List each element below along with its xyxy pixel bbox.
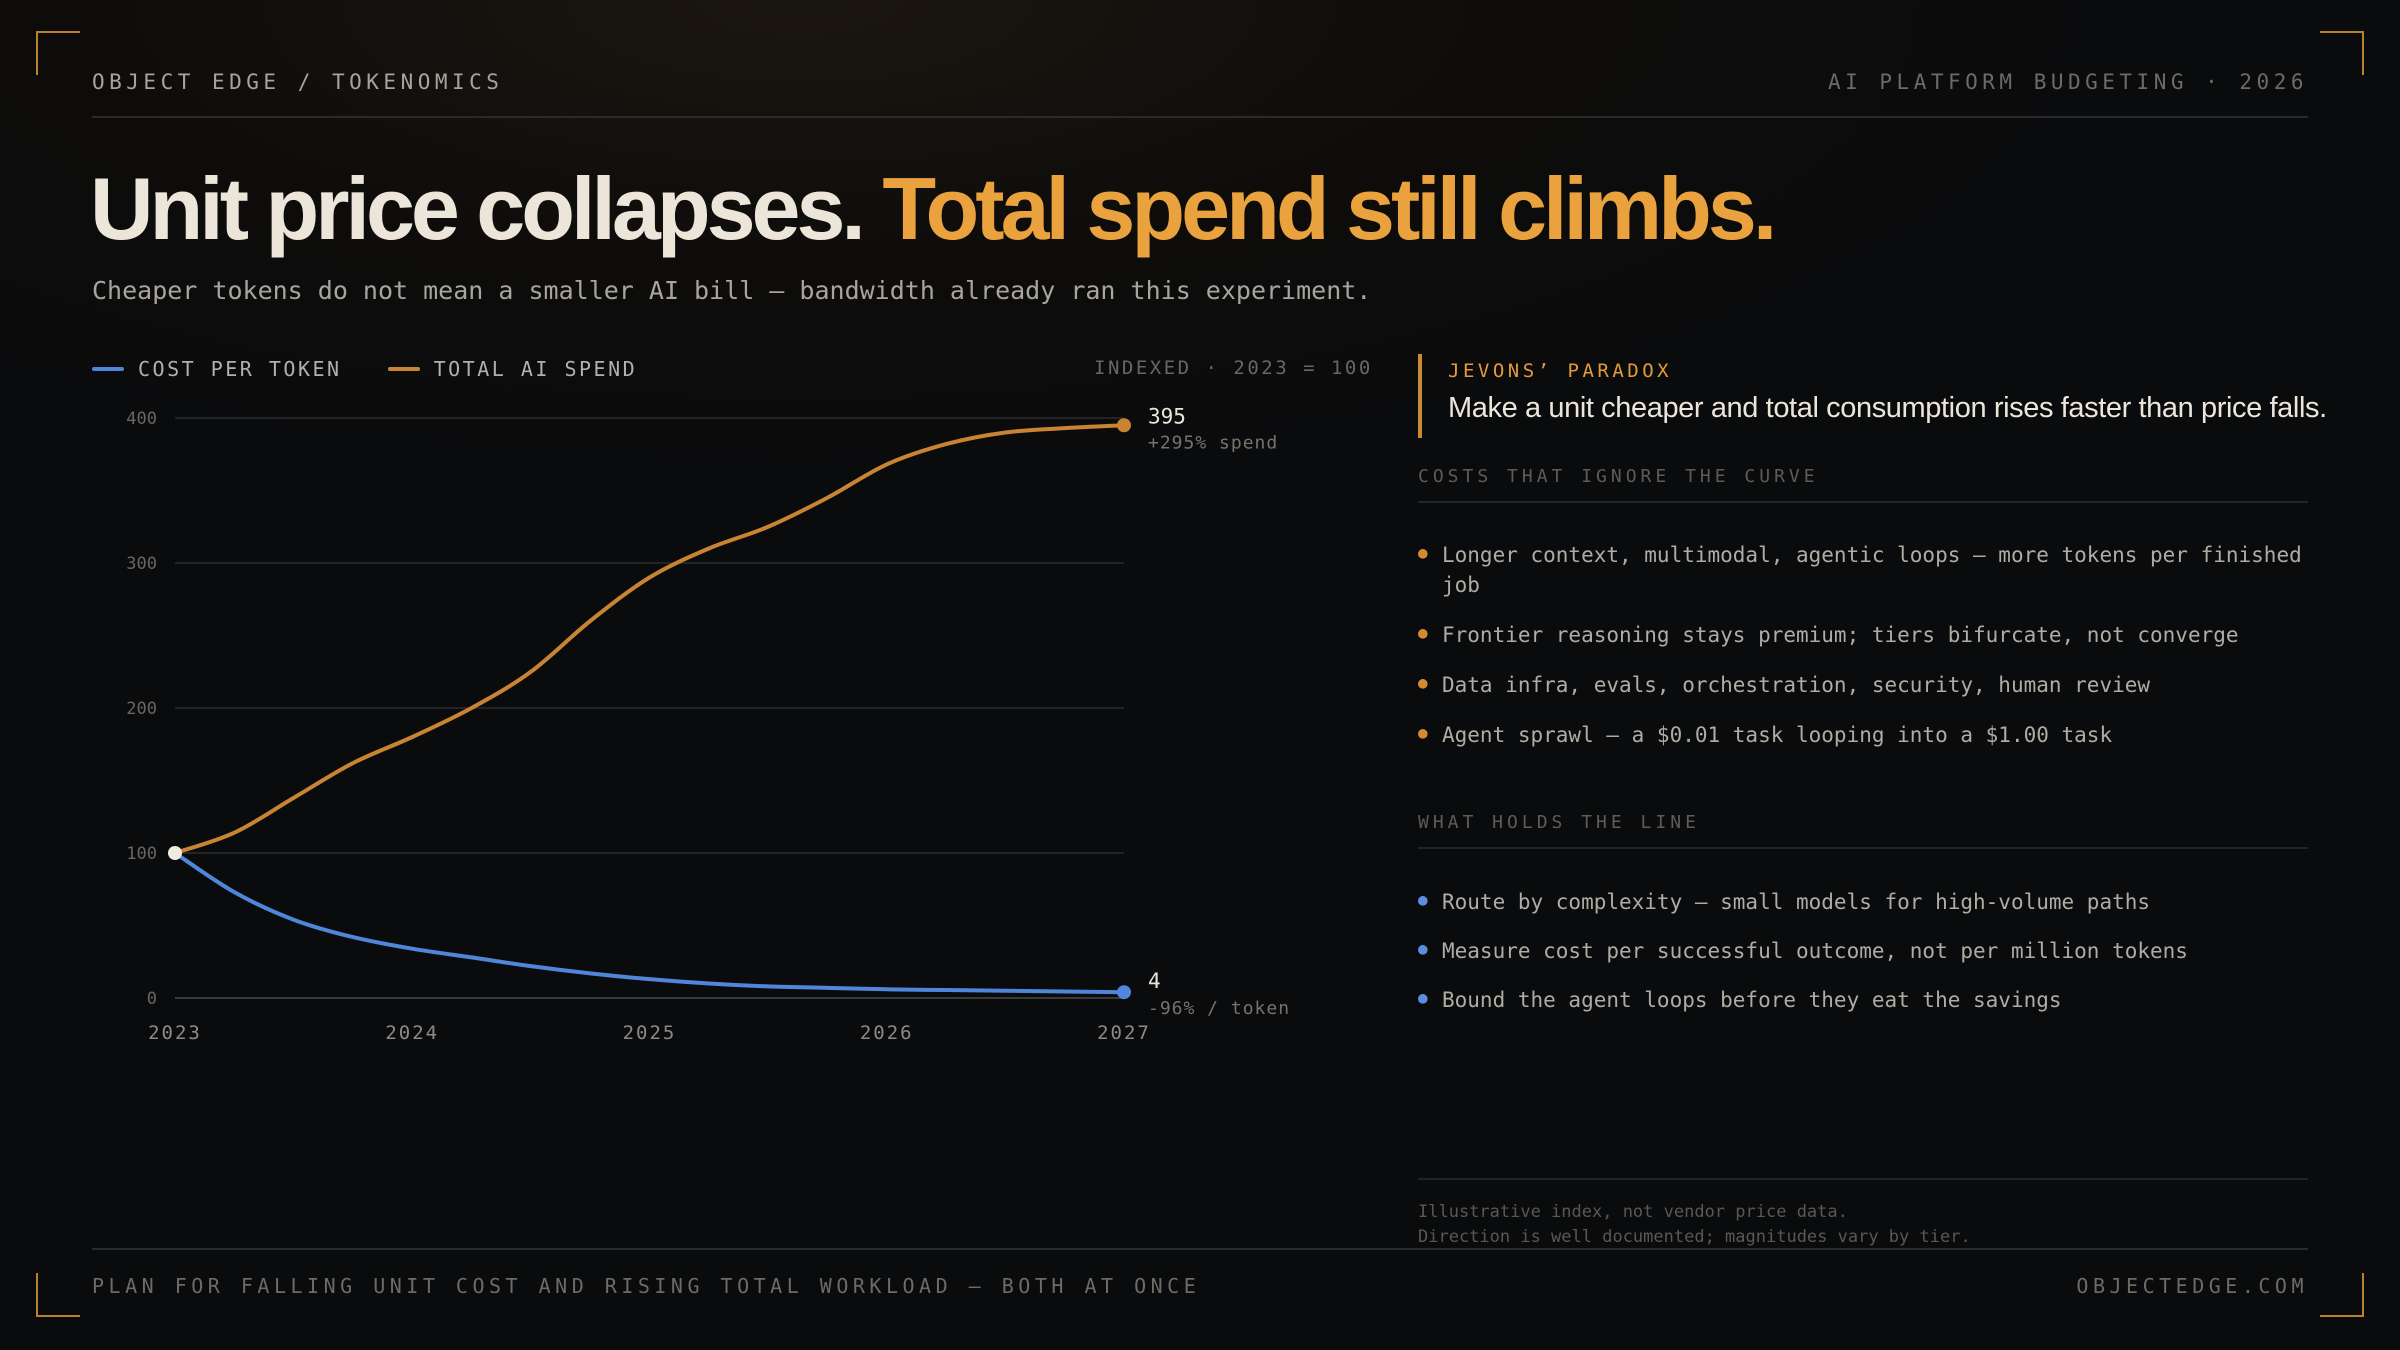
bullet-icon: ● [1418,543,1428,562]
legend-label-cost: COST PER TOKEN [138,357,342,381]
headline: Unit price collapses. Total spend still … [90,158,1777,260]
brand-label: OBJECT EDGE / TOKENOMICS [92,70,504,94]
spend-end-note: +295% spend [1148,432,1278,453]
bullet-icon: ● [1418,673,1428,692]
costs-heading: COSTS THAT IGNORE THE CURVE [1418,466,2308,503]
index-note: INDEXED · 2023 = 100 [1094,357,1373,379]
series-line-total-ai-spend [173,423,1126,855]
series-line-cost-per-token [173,851,1126,995]
chart-legend: COST PER TOKEN TOTAL AI SPEND [92,354,637,384]
holds-heading: WHAT HOLDS THE LINE [1418,812,2308,849]
corner-bracket-bottom-right [2320,1273,2364,1317]
legend-swatch-cost [92,367,124,371]
x-tick-label: 2026 [860,1022,914,1044]
list-item: ● Measure cost per successful outcome, no… [1418,939,2188,963]
legend-label-spend: TOTAL AI SPEND [433,357,638,381]
footnote-line-2: Direction is well documented; magnitudes… [1418,1227,1971,1247]
x-tick-label: 2024 [385,1022,439,1044]
x-tick-label: 2025 [623,1022,677,1044]
headline-part1: Unit price collapses. [90,159,866,258]
paradox-kicker: JEVONS’ PARADOX [1448,360,1673,382]
context-label: AI PLATFORM BUDGETING · 2026 [1827,70,2308,94]
list-item: ● Frontier reasoning stays premium; tiers… [1418,623,2239,647]
endpoint-marker-cost [1117,985,1131,1000]
legend-item-spend: TOTAL AI SPEND [387,357,638,381]
y-tick-label: 400 [126,409,157,429]
bullet-icon: ● [1418,890,1428,909]
x-tick-label: 2023 [148,1022,202,1044]
cost-end-note: -96% / token [1148,998,1290,1019]
legend-item-cost: COST PER TOKEN [92,357,342,381]
paradox-callout: JEVONS’ PARADOX Make a unit cheaper and … [1418,354,2327,438]
corner-bracket-bottom-left [36,1273,80,1317]
list-item: ● Data infra, evals, orchestration, secur… [1418,673,2151,697]
list-item: ● Agent sprawl — a $0.01 task looping int… [1418,723,2113,747]
bullet-icon: ● [1418,623,1428,642]
bottom-bar: PLAN FOR FALLING UNIT COST AND RISING TO… [92,1248,2308,1298]
footnote: Illustrative index, not vendor price dat… [1418,1178,2308,1250]
list-item: ● Bound the agent loops before they eat t… [1418,988,2062,1012]
subtitle: Cheaper tokens do not mean a smaller AI … [92,276,1372,305]
y-tick-label: 0 [147,989,157,1009]
paradox-text: Make a unit cheaper and total consumptio… [1448,392,2327,424]
headline-part2: Total spend still climbs. [882,159,1777,258]
footnote-line-1: Illustrative index, not vendor price dat… [1418,1202,1848,1222]
footer-site: OBJECTEDGE.COM [2076,1274,2308,1298]
bullet-icon: ● [1418,988,1428,1007]
y-tick-label: 200 [126,699,157,719]
x-tick-label: 2027 [1097,1022,1151,1044]
costs-list: ● Longer context, multimodal, agentic loo… [1418,540,2308,750]
corner-bracket-top-right [2320,31,2364,75]
origin-marker [168,846,182,860]
line-chart: 400 300 200 100 0 2023 2024 2025 2026 2027 395 +295… [126,404,1290,1044]
cost-end-value: 4 [1148,969,1161,993]
holds-list: ● Route by complexity — small models for … [1418,887,2308,1015]
y-tick-label: 300 [126,554,157,574]
list-item: ● Route by complexity — small models for … [1418,890,2151,914]
legend-swatch-spend [387,367,420,371]
bullet-icon: ● [1418,939,1428,958]
list-item: ● Longer context, multimodal, agentic loo… [1418,543,2302,597]
top-bar: OBJECT EDGE / TOKENOMICS AI PLATFORM BUD… [92,68,2308,118]
y-tick-label: 100 [126,844,157,864]
corner-bracket-top-left [36,31,80,75]
footer-tagline: PLAN FOR FALLING UNIT COST AND RISING TO… [92,1274,1201,1298]
spend-end-value: 395 [1148,404,1186,428]
bullet-icon: ● [1418,723,1428,742]
endpoint-marker-spend [1117,418,1131,433]
